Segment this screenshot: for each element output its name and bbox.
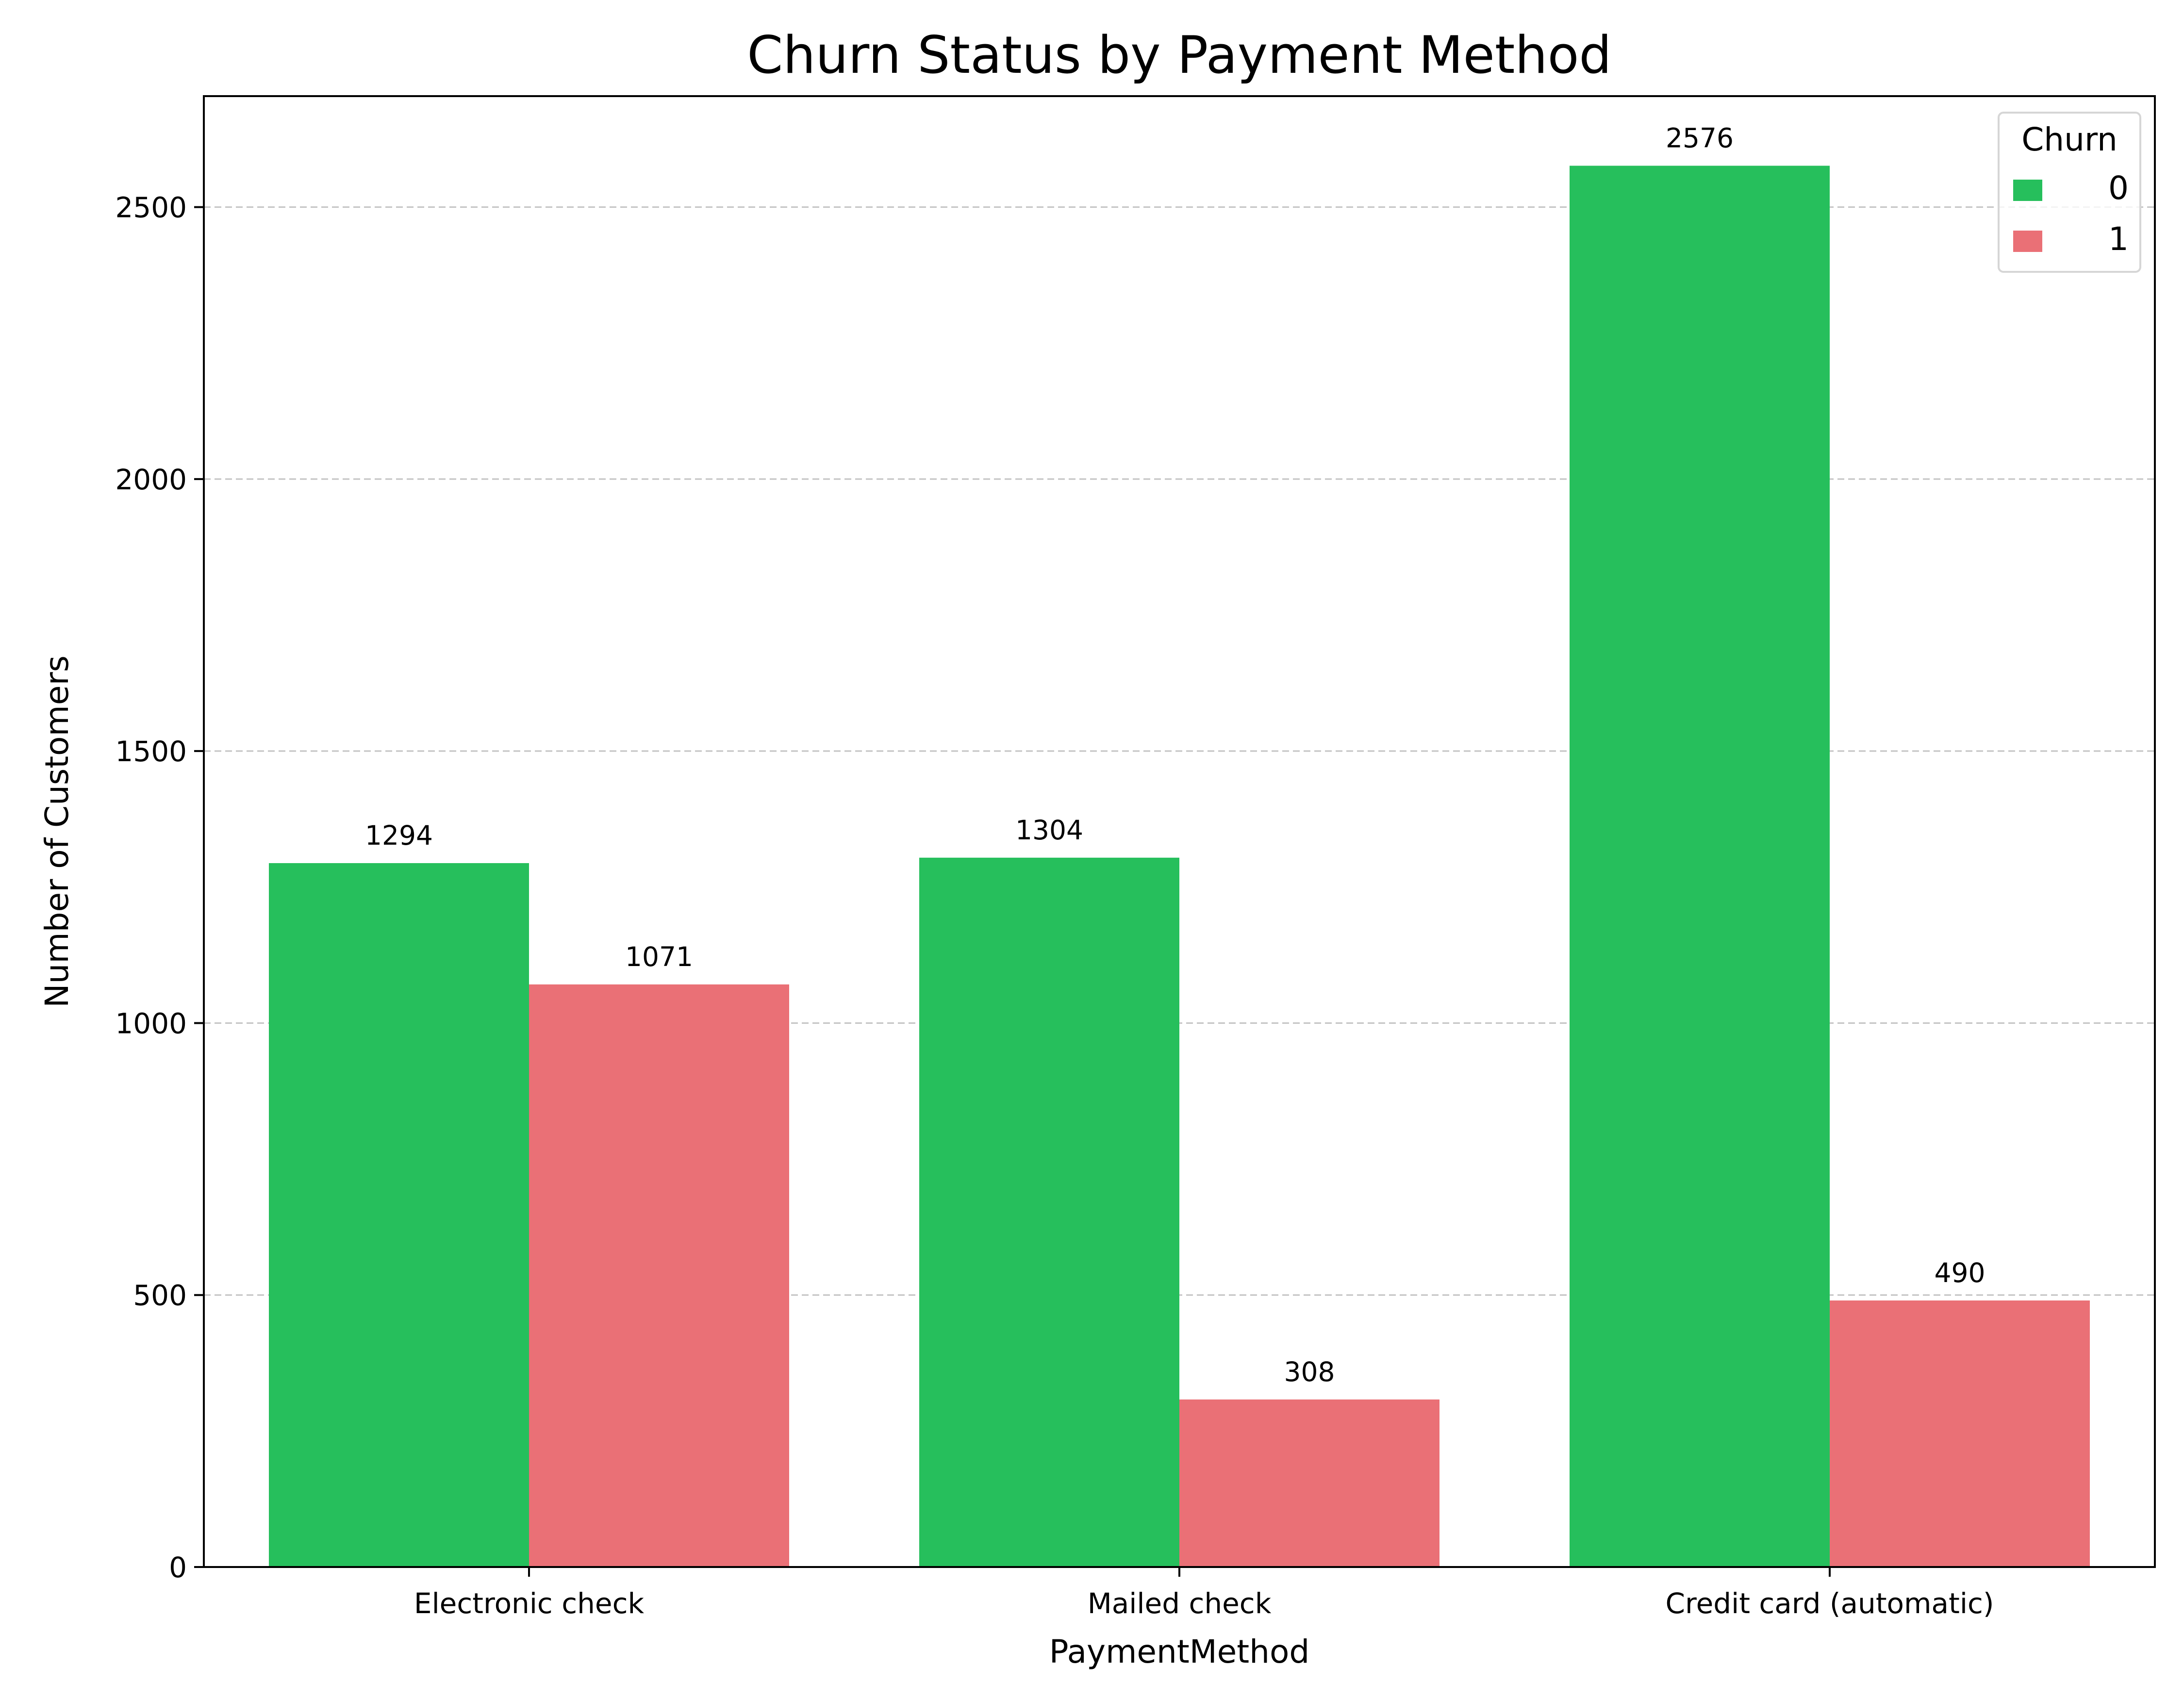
y-tick-label: 0 (169, 1551, 187, 1584)
bar-value-label: 490 (1935, 1257, 1985, 1288)
x-tick-label: Mailed check (1088, 1587, 1272, 1620)
bar-mailed-check-series-1 (1179, 1399, 1439, 1567)
y-axis: 0 500 1000 1500 2000 2500 (115, 191, 204, 1584)
x-axis-title: PaymentMethod (1049, 1633, 1309, 1670)
y-tick-label: 1000 (115, 1007, 187, 1040)
plot-frame (203, 95, 2156, 1568)
x-tick-label: Electronic check (414, 1587, 645, 1620)
chart-title: Churn Status by Payment Method (747, 25, 1611, 85)
bar-value-label: 308 (1284, 1356, 1335, 1387)
legend-label-series-0: 0 (2108, 169, 2129, 207)
y-tick-label: 2000 (115, 463, 187, 496)
y-tick-label: 1500 (115, 735, 187, 768)
bar-value-label: 1294 (365, 820, 433, 851)
bar-labels: 1294 1071 1304 308 2576 490 (365, 122, 1985, 1387)
legend: Churn 01 (1998, 112, 2141, 273)
bar-value-label: 1071 (625, 941, 693, 972)
legend-title: Churn (2021, 121, 2118, 158)
legend-swatch-series-0 (2013, 180, 2042, 201)
bar-value-label: 2576 (1666, 122, 1734, 153)
legend-entries: 01 (2013, 169, 2129, 258)
legend-swatch-series-1 (2013, 231, 2042, 252)
bar-credit-card-automatic--series-1 (1830, 1300, 2090, 1567)
legend-label-series-1: 1 (2108, 220, 2129, 258)
bars (269, 166, 2090, 1568)
x-axis: Electronic check Mailed check Credit card … (414, 1567, 1994, 1620)
y-axis-title: Number of Customers (38, 655, 76, 1008)
bar-credit-card-automatic--series-0 (1570, 166, 1830, 1568)
bar-mailed-check-series-0 (919, 857, 1179, 1567)
y-tick-label: 2500 (115, 191, 187, 224)
y-tick-label: 500 (133, 1279, 187, 1312)
bar-electronic-check-series-0 (269, 863, 529, 1567)
x-tick-label: Credit card (automatic) (1666, 1587, 1994, 1620)
bar-value-label: 1304 (1015, 815, 1083, 846)
bar-electronic-check-series-1 (529, 984, 789, 1567)
